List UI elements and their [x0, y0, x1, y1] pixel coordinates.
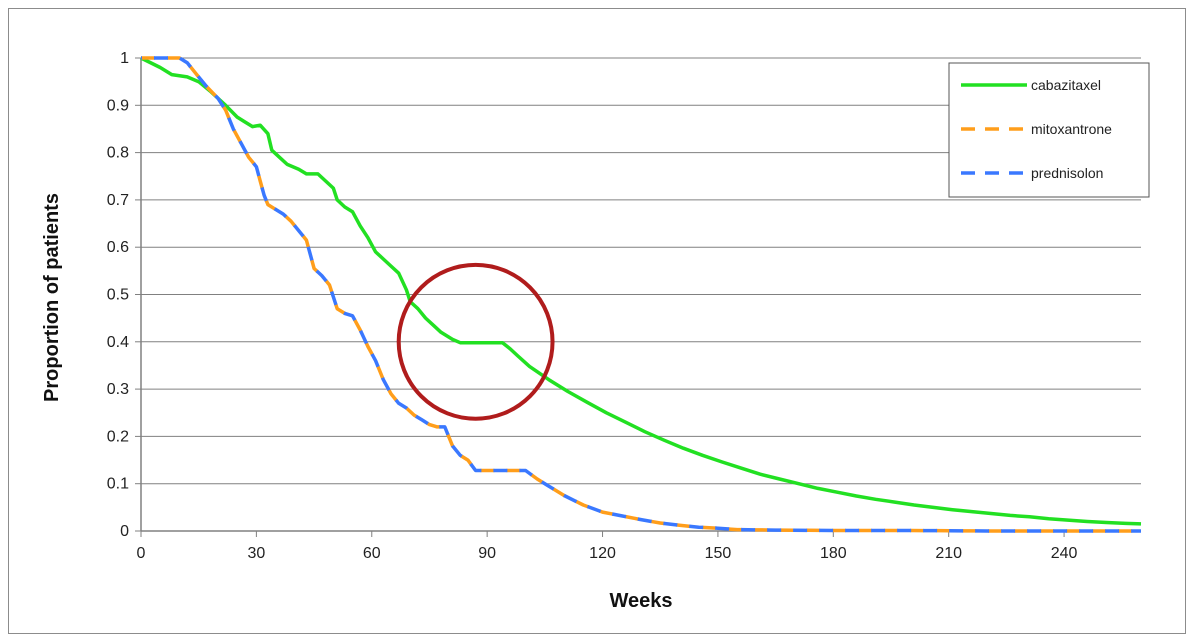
highlight-circle	[396, 262, 555, 421]
y-tick-label: 0.5	[107, 287, 129, 304]
x-tick-label: 30	[247, 545, 265, 562]
y-tick-label: 0.9	[107, 97, 129, 114]
y-tick-label: 0.6	[107, 239, 129, 256]
series-lines	[140, 56, 1142, 533]
x-tick-label: 120	[589, 545, 616, 562]
y-tick-labels: 0 0.1 0.2 0.3 0.4 0.5 0.6 0.7 0.8 0.9 1	[107, 50, 141, 540]
x-tick-label: 0	[137, 545, 146, 562]
legend-label-prednisolon: prednisolon	[1031, 165, 1103, 181]
y-tick-label: 0.4	[107, 334, 129, 351]
x-tick-label: 150	[705, 545, 732, 562]
x-tick-label: 240	[1051, 545, 1078, 562]
x-tick-label: 210	[935, 545, 962, 562]
y-tick-label: 1	[120, 50, 129, 67]
x-axis-title: Weeks	[609, 590, 672, 612]
y-tick-label: 0.1	[107, 476, 129, 493]
y-tick-label: 0.7	[107, 192, 129, 209]
legend-label-mitoxantrone: mitoxantrone	[1031, 121, 1112, 137]
y-axis-title: Proportion of patients	[41, 193, 63, 402]
legend-label-cabazitaxel: cabazitaxel	[1031, 77, 1101, 93]
y-tick-label: 0.8	[107, 145, 129, 162]
y-tick-label: 0	[120, 523, 129, 540]
x-tick-labels: 0 30 60 90 120 150 180 210 240	[137, 531, 1078, 562]
annotations	[396, 262, 555, 421]
x-tick-label: 90	[478, 545, 496, 562]
legend: cabazitaxel mitoxantrone prednisolon	[948, 62, 1150, 198]
y-tick-label: 0.2	[107, 428, 129, 445]
x-tick-label: 180	[820, 545, 847, 562]
grid-lines	[141, 57, 1141, 485]
series-line-prednisolon	[141, 56, 1141, 533]
y-tick-label: 0.3	[107, 381, 129, 398]
series-line-cabazitaxel	[140, 56, 1142, 526]
x-tick-label: 60	[363, 545, 381, 562]
